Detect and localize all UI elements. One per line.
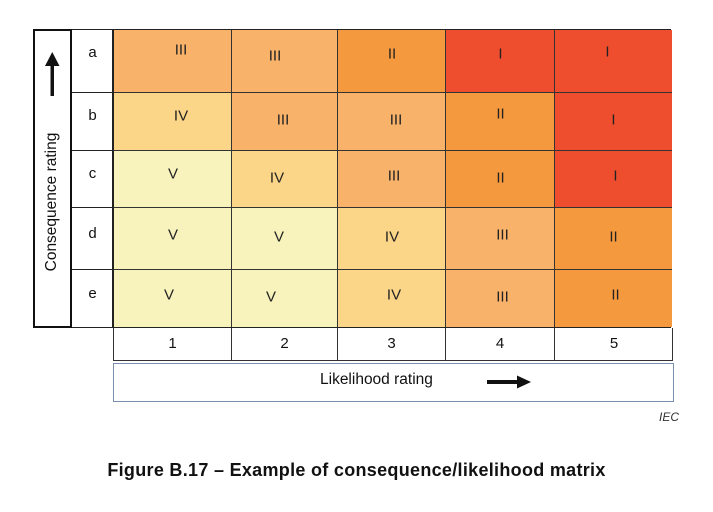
- matrix-cell-level: II: [609, 228, 618, 246]
- matrix-cell-b-4: II: [446, 93, 555, 151]
- matrix-cell-level: II: [496, 105, 505, 123]
- matrix-cell-level: III: [268, 47, 282, 64]
- matrix-cell-d-5: II: [555, 208, 672, 270]
- matrix-cell-level: II: [496, 169, 505, 186]
- matrix-cell-a-5: I: [555, 30, 672, 93]
- x-tick-3: 3: [338, 328, 446, 360]
- source-note: IEC: [659, 410, 680, 424]
- matrix-cell-c-3: III: [338, 151, 446, 208]
- matrix-cell-level: III: [496, 226, 509, 244]
- x-tick-2: 2: [232, 328, 338, 360]
- matrix-cell-level: I: [605, 43, 610, 60]
- matrix-cell-level: V: [167, 226, 179, 244]
- row-separator: [72, 92, 113, 93]
- row-label-e: e: [88, 284, 97, 302]
- matrix-cell-level: III: [174, 41, 188, 58]
- matrix-cell-level: III: [276, 111, 290, 129]
- matrix-cell-a-4: I: [446, 30, 555, 93]
- row-separator: [72, 207, 113, 208]
- matrix-cell-level: I: [613, 167, 618, 184]
- row-label-b: b: [88, 107, 97, 124]
- matrix-cell-level: III: [387, 167, 401, 184]
- matrix-cell-level: V: [167, 165, 179, 182]
- matrix-cell-e-2: V: [232, 270, 338, 327]
- row-labels: a b c d e: [72, 29, 113, 328]
- x-axis-label: Likelihood rating: [320, 371, 433, 388]
- matrix-cell-level: V: [273, 228, 285, 246]
- matrix-cell-level: IV: [384, 228, 400, 246]
- arrow-up-icon: [45, 52, 60, 96]
- matrix-cell-b-5: I: [555, 93, 672, 151]
- matrix-cell-level: IV: [386, 286, 402, 303]
- matrix-cell-level: II: [387, 45, 397, 62]
- matrix-cell-level: V: [163, 286, 175, 303]
- x-tick-4: 4: [446, 328, 555, 360]
- matrix-cell-c-5: I: [555, 151, 672, 208]
- matrix-cell-level: V: [265, 288, 277, 305]
- risk-matrix-grid: III III II I I IV III III II I V IV III II I V V IV III II V…: [113, 29, 672, 328]
- arrow-right-icon: [487, 375, 531, 389]
- row-separator: [72, 269, 113, 270]
- matrix-cell-e-1: V: [114, 270, 232, 327]
- row-label-d: d: [88, 225, 97, 242]
- matrix-cell-level: III: [496, 288, 509, 305]
- x-tick-5: 5: [609, 335, 619, 352]
- matrix-cell-d-3: IV: [338, 208, 446, 270]
- matrix-cell-level: II: [611, 286, 620, 303]
- matrix-cell-level: III: [389, 111, 403, 129]
- matrix-cell-c-2: IV: [232, 151, 338, 208]
- matrix-cell-a-2: III: [232, 30, 338, 93]
- matrix-cell-a-3: II: [338, 30, 446, 93]
- matrix-cell-a-1: III: [114, 30, 232, 93]
- matrix-cell-level: IV: [269, 169, 285, 186]
- row-label-c: c: [88, 164, 97, 182]
- row-label-a: a: [88, 43, 97, 61]
- matrix-cell-level: I: [611, 111, 616, 129]
- matrix-cell-e-4: III: [446, 270, 555, 327]
- figure-caption: Figure B.17 – Example of consequence/lik…: [107, 460, 606, 480]
- row-separator: [72, 150, 113, 151]
- matrix-cell-level: IV: [173, 107, 189, 125]
- matrix-cell-e-3: IV: [338, 270, 446, 327]
- matrix-cell-level: I: [498, 45, 503, 62]
- matrix-cell-b-3: III: [338, 93, 446, 151]
- matrix-cell-b-1: IV: [114, 93, 232, 151]
- matrix-cell-c-4: II: [446, 151, 555, 208]
- matrix-cell-d-4: III: [446, 208, 555, 270]
- matrix-cell-d-1: V: [114, 208, 232, 270]
- matrix-cell-c-1: V: [114, 151, 232, 208]
- x-tick-1: 1: [114, 328, 232, 360]
- matrix-cell-e-5: II: [555, 270, 672, 327]
- matrix-cell-b-2: III: [232, 93, 338, 151]
- matrix-cell-d-2: V: [232, 208, 338, 270]
- x-axis-label-box: [113, 363, 674, 402]
